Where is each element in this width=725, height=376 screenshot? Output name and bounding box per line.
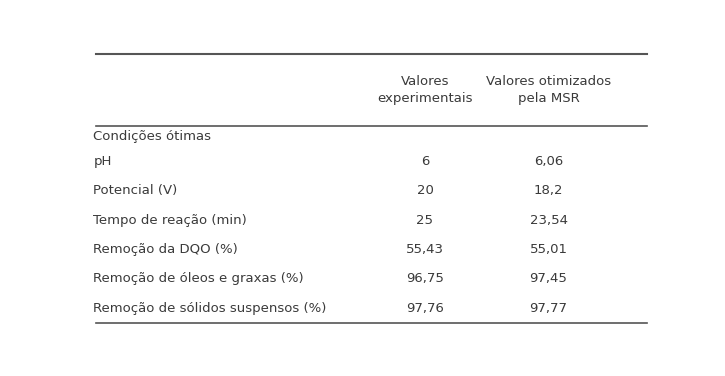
Text: 18,2: 18,2: [534, 184, 563, 197]
Text: 97,77: 97,77: [529, 302, 568, 315]
Text: 55,01: 55,01: [529, 243, 568, 256]
Text: Potencial (V): Potencial (V): [94, 184, 178, 197]
Text: 96,75: 96,75: [406, 273, 444, 285]
Text: Valores
experimentais: Valores experimentais: [377, 75, 473, 105]
Text: Remoção da DQO (%): Remoção da DQO (%): [94, 243, 239, 256]
Text: 20: 20: [416, 184, 434, 197]
Text: 25: 25: [416, 214, 434, 227]
Text: 97,45: 97,45: [530, 273, 568, 285]
Text: 23,54: 23,54: [529, 214, 568, 227]
Text: 55,43: 55,43: [406, 243, 444, 256]
Text: Tempo de reação (min): Tempo de reação (min): [94, 214, 247, 227]
Text: Remoção de sólidos suspensos (%): Remoção de sólidos suspensos (%): [94, 302, 327, 315]
Text: 6: 6: [420, 155, 429, 168]
Text: Condições ótimas: Condições ótimas: [94, 130, 212, 143]
Text: 97,76: 97,76: [406, 302, 444, 315]
Text: pH: pH: [94, 155, 112, 168]
Text: Remoção de óleos e graxas (%): Remoção de óleos e graxas (%): [94, 273, 304, 285]
Text: 6,06: 6,06: [534, 155, 563, 168]
Text: Valores otimizados
pela MSR: Valores otimizados pela MSR: [486, 75, 611, 105]
